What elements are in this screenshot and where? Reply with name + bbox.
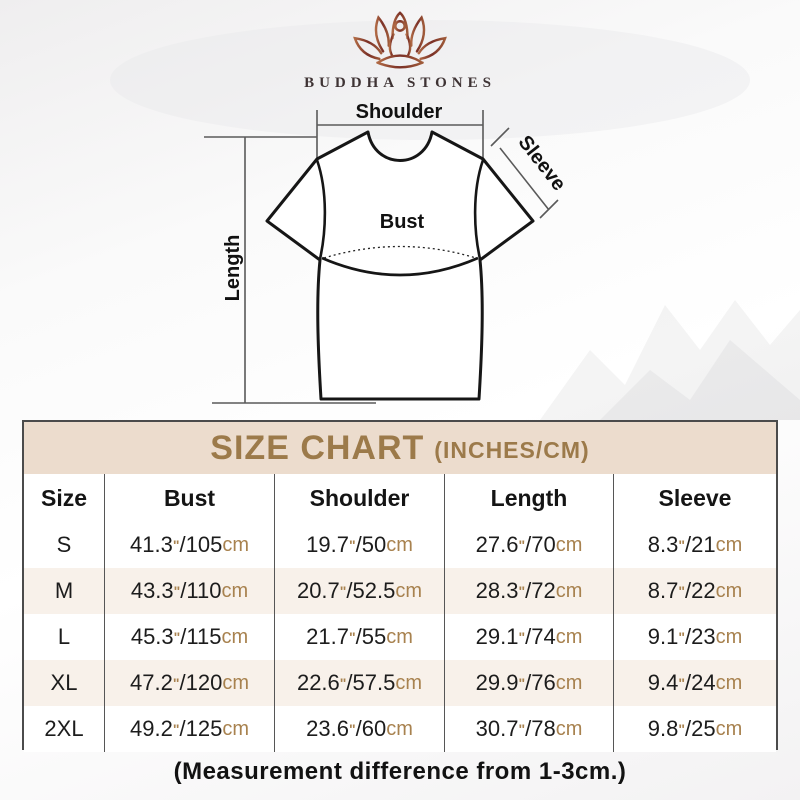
measurement-note: (Measurement difference from 1-3cm.): [173, 758, 627, 785]
bust-label: Bust: [380, 211, 425, 233]
table-title-band: SIZE CHART (INCHES/CM): [24, 422, 776, 474]
table-header-row: Size Bust Shoulder Length Sleeve: [24, 474, 776, 522]
bust-ellipse-solid: [321, 256, 479, 277]
cell-length: 28.3 "/72 cm: [445, 568, 614, 614]
cell-sleeve: 8.7 "/22 cm: [647, 578, 743, 603]
bust-ellipse-dotted: [323, 245, 477, 259]
size-chart-table: SIZE CHART (INCHES/CM) Size Bust Shoulde…: [22, 420, 778, 752]
table-row-m: M 43.3 "/110 cm 20.7 "/52.5 cm 28.3 "/72 cm 8.7 "/2…: [24, 568, 776, 614]
column-header-shoulder: Shoulder: [275, 474, 445, 522]
cell-length: 30.7 "/78 cm: [445, 706, 614, 752]
cell-shoulder: 19.7 "/50 cm: [275, 522, 445, 568]
cell-bust: 41.3 "/105 cm: [105, 522, 275, 568]
cell-length: 29.9 "/76 cm: [445, 660, 614, 706]
cell-bust: 45.3 "/115 cm: [105, 614, 275, 660]
brand-name: BUDDHA STONES: [304, 75, 496, 91]
right-armhole-seam: [473, 159, 485, 260]
cell-shoulder: 21.7 "/55 cm: [275, 614, 445, 660]
cell-bust: 49.2 "/125 cm: [105, 706, 275, 752]
shoulder-label: Shoulder: [356, 101, 443, 123]
cell-sleeve: 9.1 "/23 cm: [647, 624, 743, 649]
table-row-l: L 45.3 "/115 cm 21.7 "/55 cm 29.1 "/74 cm 9.1 "/23 c…: [24, 614, 776, 660]
cell-size: L: [24, 614, 105, 660]
cell-length: 29.1 "/74 cm: [445, 614, 614, 660]
column-header-bust: Bust: [105, 474, 275, 522]
lotus-meditation-icon: [353, 11, 447, 69]
cell-bust: 47.2 "/120 cm: [105, 660, 275, 706]
cell-size: M: [24, 568, 105, 614]
table-row-s: S 41.3 "/105 cm 19.7 "/50 cm 27.6 "/70 cm 8.3 "/21 c…: [24, 522, 776, 568]
column-header-sleeve: Sleeve: [658, 484, 732, 511]
tshirt-measurement-diagram: Shoulder Bust Length Sleeve: [204, 101, 570, 404]
column-header-length: Length: [445, 474, 614, 522]
brand-header: BUDDHA STONES: [0, 10, 800, 92]
cell-size: XL: [24, 660, 105, 706]
shoulder-measure-line: [316, 110, 484, 158]
tshirt-outline: [265, 130, 535, 401]
left-armhole-seam: [315, 159, 327, 260]
cell-bust: 43.3 "/110 cm: [105, 568, 275, 614]
table-title-units: (INCHES/CM): [434, 436, 590, 463]
cell-sleeve: 8.3 "/21 cm: [647, 532, 743, 557]
sleeve-label: Sleeve: [514, 132, 570, 195]
cell-size: S: [24, 522, 105, 568]
cell-sleeve: 9.8 "/25 cm: [647, 716, 743, 741]
cell-shoulder: 23.6 "/60 cm: [275, 706, 445, 752]
table-row-xl: XL 47.2 "/120 cm 22.6 "/57.5 cm 29.9 "/76 cm 9.4 " /…: [24, 660, 776, 706]
column-header-size: Size: [24, 474, 105, 522]
length-label: Length: [222, 235, 244, 302]
cell-size: 2XL: [24, 706, 105, 752]
cell-shoulder: 22.6 "/57.5 cm: [275, 660, 445, 706]
table-title: SIZE CHART: [210, 428, 425, 467]
cell-sleeve: 9.4 "/24 cm: [647, 670, 743, 695]
cell-shoulder: 20.7 "/52.5 cm: [275, 568, 445, 614]
sleeve-measure-line: [490, 127, 559, 219]
cell-length: 27.6 "/70 cm: [445, 522, 614, 568]
table-row-2xl: 2XL 49.2 "/125 cm 23.6 "/60 cm 30.7 "/78 cm 9.8 "/2…: [24, 706, 776, 752]
length-measure-line: [204, 136, 376, 404]
